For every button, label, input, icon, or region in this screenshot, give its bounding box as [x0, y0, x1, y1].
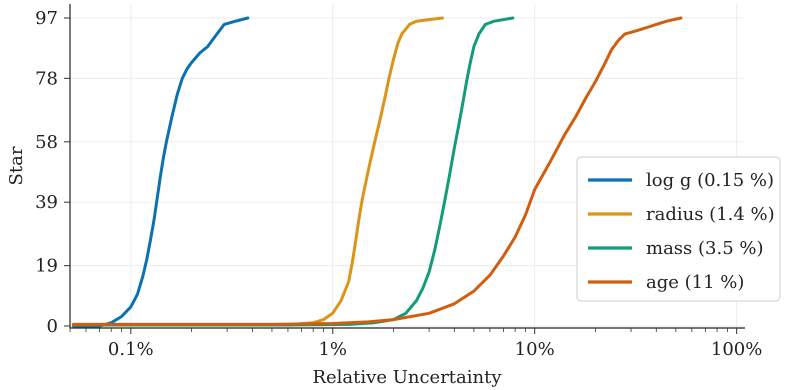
- y-tick-label: 39: [35, 192, 58, 213]
- series-line-3: [71, 16, 683, 326]
- legend: log g (0.15 %) radius (1.4 %) mass (3.5 %)…: [576, 156, 781, 302]
- x-tick-label: 100%: [711, 339, 762, 360]
- legend-box: [576, 156, 781, 302]
- legend-label-0: log g (0.15 %): [646, 170, 774, 191]
- series-lines: [71, 16, 683, 328]
- y-tick-label: 19: [35, 256, 58, 277]
- x-tick-label: 10%: [515, 339, 555, 360]
- y-tick-label: 97: [35, 8, 58, 29]
- legend-label-1: radius (1.4 %): [646, 204, 775, 225]
- y-tick-label: 58: [35, 132, 58, 153]
- y-tick-label: 0: [47, 316, 58, 337]
- x-axis-title: Relative Uncertainty: [312, 367, 502, 388]
- series-line-2: [71, 16, 515, 327]
- series-line-0: [71, 16, 250, 328]
- series-line-1: [71, 16, 445, 327]
- legend-label-3: age (11 %): [646, 272, 744, 293]
- x-tick-label: 1%: [318, 339, 347, 360]
- y-axis-title: Star: [6, 146, 27, 185]
- x-tick-label: 0.1%: [108, 339, 154, 360]
- axes: [69, 4, 745, 329]
- x-ticks: 0.1% 1% 10% 100%: [69, 328, 762, 360]
- y-ticks: 0 19 39 58 78 97: [35, 8, 70, 337]
- legend-label-2: mass (3.5 %): [646, 238, 764, 259]
- y-tick-label: 78: [35, 68, 58, 89]
